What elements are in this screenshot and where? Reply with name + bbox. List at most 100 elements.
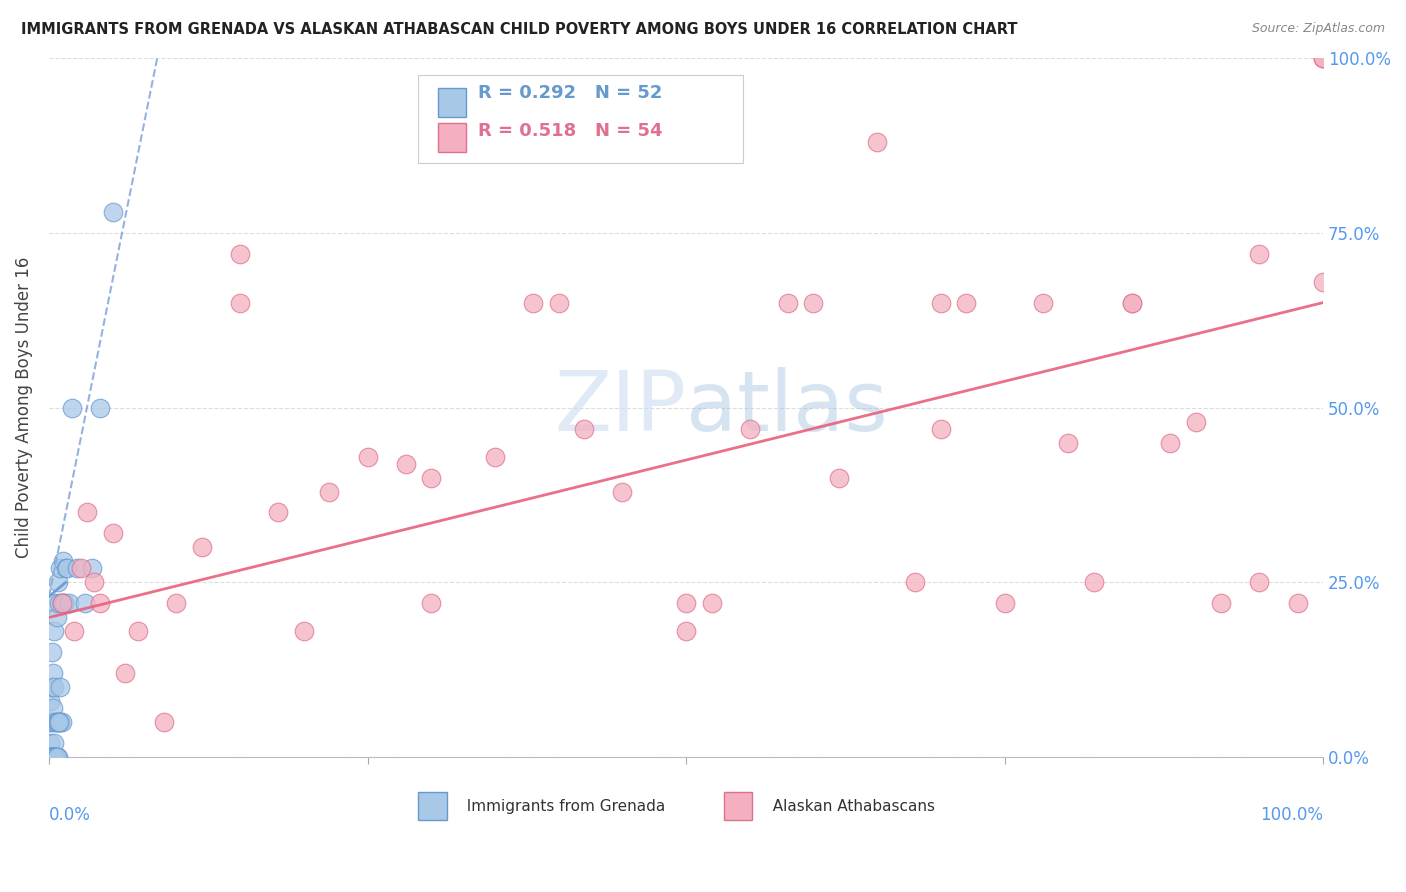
Point <box>152 715 174 730</box>
Point <box>356 450 378 464</box>
Point <box>76 506 98 520</box>
Point <box>41 750 63 764</box>
Point <box>700 597 723 611</box>
Point <box>48 597 70 611</box>
Point <box>49 561 72 575</box>
Point <box>42 750 65 764</box>
Point <box>42 736 65 750</box>
Point <box>229 246 252 260</box>
FancyBboxPatch shape <box>437 123 465 153</box>
Point <box>420 470 443 484</box>
Point <box>49 681 72 695</box>
Point <box>420 597 443 611</box>
Point <box>101 204 124 219</box>
Point <box>44 750 66 764</box>
Point <box>522 295 544 310</box>
Point <box>1083 575 1105 590</box>
Point <box>56 561 79 575</box>
Point <box>69 561 91 575</box>
Text: 100.0%: 100.0% <box>1260 806 1323 824</box>
Point <box>44 715 66 730</box>
Text: Source: ZipAtlas.com: Source: ZipAtlas.com <box>1251 22 1385 36</box>
Point <box>229 295 252 310</box>
Point <box>41 750 63 764</box>
Point <box>572 421 595 435</box>
Point <box>73 597 96 611</box>
Point <box>1057 435 1080 450</box>
Point <box>39 750 62 764</box>
Text: atlas: atlas <box>686 367 887 448</box>
Point <box>994 597 1017 611</box>
Point <box>866 135 889 149</box>
Point <box>66 561 89 575</box>
FancyBboxPatch shape <box>437 87 465 117</box>
Point <box>55 561 77 575</box>
Point <box>48 715 70 730</box>
Point <box>292 624 315 639</box>
Point <box>675 624 697 639</box>
Point <box>929 421 952 435</box>
Point <box>83 575 105 590</box>
Point <box>39 736 62 750</box>
Point <box>41 750 63 764</box>
Point <box>39 715 62 730</box>
Point <box>484 450 506 464</box>
Point <box>39 694 62 708</box>
Point <box>1249 246 1271 260</box>
Point <box>42 750 65 764</box>
Text: ZIP: ZIP <box>554 367 686 448</box>
Point <box>1121 295 1143 310</box>
Text: Alaskan Athabascans: Alaskan Athabascans <box>762 799 935 814</box>
Point <box>929 295 952 310</box>
Point <box>51 597 73 611</box>
Point <box>89 597 111 611</box>
Point <box>82 561 104 575</box>
Point <box>46 575 69 590</box>
Point <box>44 750 66 764</box>
Point <box>53 597 76 611</box>
Point <box>42 624 65 639</box>
Point <box>42 666 65 681</box>
Point <box>776 295 799 310</box>
Point <box>44 597 66 611</box>
Point <box>1249 575 1271 590</box>
Point <box>1286 597 1309 611</box>
Point <box>267 506 290 520</box>
Point <box>191 541 214 555</box>
Point <box>127 624 149 639</box>
Point <box>51 597 73 611</box>
Point <box>42 681 65 695</box>
Point <box>48 715 70 730</box>
Point <box>1184 415 1206 429</box>
Point <box>803 295 825 310</box>
Point <box>45 750 67 764</box>
Point <box>42 701 65 715</box>
Point <box>51 715 73 730</box>
Point <box>41 715 63 730</box>
Point <box>46 715 69 730</box>
Point <box>1312 275 1334 289</box>
Text: 0.0%: 0.0% <box>49 806 91 824</box>
Point <box>41 681 63 695</box>
Text: IMMIGRANTS FROM GRENADA VS ALASKAN ATHABASCAN CHILD POVERTY AMONG BOYS UNDER 16 : IMMIGRANTS FROM GRENADA VS ALASKAN ATHAB… <box>21 22 1018 37</box>
Point <box>1312 51 1334 65</box>
FancyBboxPatch shape <box>419 792 447 821</box>
Point <box>53 597 76 611</box>
Point <box>612 484 634 499</box>
Point <box>89 401 111 415</box>
Point <box>675 597 697 611</box>
Text: R = 0.518   N = 54: R = 0.518 N = 54 <box>478 122 662 140</box>
Point <box>58 597 80 611</box>
Point <box>828 470 851 484</box>
Point <box>52 554 75 568</box>
Point <box>1159 435 1181 450</box>
Text: R = 0.292   N = 52: R = 0.292 N = 52 <box>478 84 662 102</box>
Point <box>114 666 136 681</box>
Point <box>45 715 67 730</box>
Point <box>46 750 69 764</box>
FancyBboxPatch shape <box>419 75 744 162</box>
Point <box>49 715 72 730</box>
Point <box>165 597 187 611</box>
Point <box>318 484 340 499</box>
Point <box>547 295 569 310</box>
